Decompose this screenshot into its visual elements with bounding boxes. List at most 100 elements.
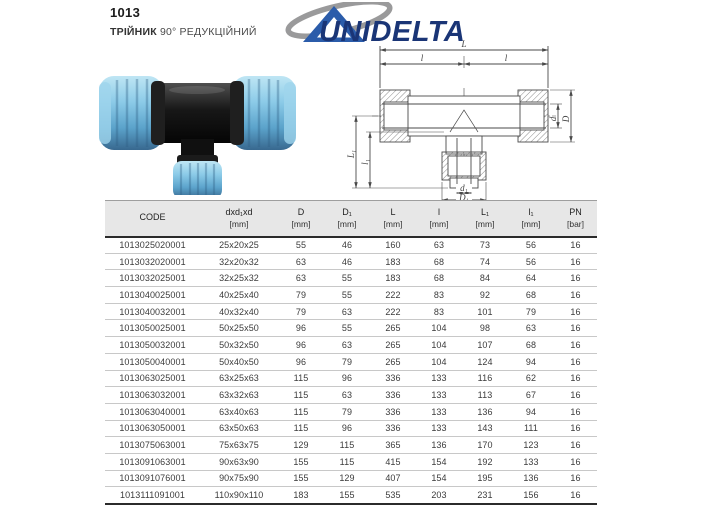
value-cell: 107 <box>462 336 508 354</box>
value-cell: 133 <box>416 386 462 404</box>
table-row: 1013063050001 63x50x63 115 96 336 133 143 111 16 <box>105 420 597 438</box>
value-cell: 16 <box>554 386 597 404</box>
value-cell: 55 <box>324 269 370 288</box>
value-cell: 111 <box>508 420 554 438</box>
value-cell: 16 <box>554 269 597 288</box>
value-cell: 336 <box>370 386 416 404</box>
value-cell: 68 <box>416 269 462 288</box>
value-cell: 68 <box>508 286 554 304</box>
value-cell: 183 <box>370 269 416 288</box>
value-cell: 136 <box>508 470 554 488</box>
table-row: 1013040025001 40x25x40 79 55 222 83 92 68 16 <box>105 286 597 304</box>
value-cell: 115 <box>278 386 324 404</box>
table-row: 1013050032001 50x32x50 96 63 265 104 107 68 16 <box>105 336 597 354</box>
value-cell: 55 <box>324 286 370 304</box>
col-label: l₁ <box>528 206 534 217</box>
table-row: 1013111091001 110x90x110 183 155 535 203 231 15… <box>105 486 597 505</box>
table-header-row: CODE dxd₁xd [mm] D [mm] D₁ [mm] <box>105 200 597 238</box>
value-cell: 16 <box>554 420 597 438</box>
col-label: PN <box>569 206 582 217</box>
table-row: 1013091063001 90x63x90 155 115 415 154 192 133 1… <box>105 453 597 471</box>
dim-label-D: D <box>561 115 571 123</box>
table-row: 1013063025001 63x25x63 115 96 336 133 116 62 16 <box>105 370 597 388</box>
table-body: 1013025020001 25x20x25 55 46 160 63 73 56 16 1013… <box>105 236 597 505</box>
code-cell: 1013050040001 <box>105 353 200 371</box>
value-cell: 64 <box>508 269 554 288</box>
value-cell: 32x25x32 <box>200 269 278 288</box>
value-cell: 63x50x63 <box>200 420 278 438</box>
value-cell: 124 <box>462 353 508 371</box>
product-name-detail: 90° РЕДУКЦІЙНИЙ <box>159 26 257 38</box>
value-cell: 92 <box>462 286 508 304</box>
value-cell: 170 <box>462 436 508 454</box>
value-cell: 63 <box>508 319 554 338</box>
code-cell: 1013032020001 <box>105 253 200 271</box>
code-cell: 1013040032001 <box>105 303 200 321</box>
dim-label-d: d <box>548 116 558 121</box>
value-cell: 415 <box>370 453 416 471</box>
value-cell: 50x40x50 <box>200 353 278 371</box>
value-cell: 143 <box>462 420 508 438</box>
value-cell: 73 <box>462 236 508 254</box>
value-cell: 63 <box>324 303 370 321</box>
col-unit: [mm] <box>521 218 541 229</box>
code-cell: 1013111091001 <box>105 486 200 505</box>
value-cell: 55 <box>278 236 324 254</box>
table-row: 1013050025001 50x25x50 96 55 265 104 98 63 16 <box>105 319 597 338</box>
value-cell: 154 <box>416 453 462 471</box>
value-cell: 16 <box>554 236 597 254</box>
col-label: dxd₁xd <box>225 206 253 217</box>
dim-label-L1: L₁ <box>346 150 356 159</box>
value-cell: 104 <box>416 336 462 354</box>
value-cell: 222 <box>370 303 416 321</box>
product-code: 1013 <box>110 5 141 20</box>
value-cell: 265 <box>370 353 416 371</box>
value-cell: 183 <box>370 253 416 271</box>
value-cell: 535 <box>370 486 416 505</box>
value-cell: 203 <box>416 486 462 505</box>
dim-label-d1: d₁ <box>460 183 468 193</box>
product-name: ТРІЙНИК <box>110 26 157 38</box>
table-row: 1013032020001 32x20x32 63 46 183 68 74 56 16 <box>105 253 597 271</box>
value-cell: 90x75x90 <box>200 470 278 488</box>
col-unit: [mm] <box>429 218 449 229</box>
col-header-l1: l₁ [mm] <box>508 200 554 238</box>
value-cell: 156 <box>508 486 554 505</box>
value-cell: 75x63x75 <box>200 436 278 454</box>
value-cell: 115 <box>324 436 370 454</box>
value-cell: 104 <box>416 319 462 338</box>
value-cell: 123 <box>508 436 554 454</box>
value-cell: 63 <box>278 269 324 288</box>
col-unit: [mm] <box>229 218 249 229</box>
col-header-L: L [mm] <box>370 200 416 238</box>
value-cell: 96 <box>278 336 324 354</box>
value-cell: 55 <box>324 319 370 338</box>
value-cell: 16 <box>554 319 597 338</box>
code-cell: 1013063025001 <box>105 370 200 388</box>
value-cell: 16 <box>554 336 597 354</box>
col-unit: [mm] <box>337 218 357 229</box>
value-cell: 50x32x50 <box>200 336 278 354</box>
value-cell: 79 <box>324 403 370 421</box>
table-row: 1013050040001 50x40x50 96 79 265 104 124 94 16 <box>105 353 597 371</box>
value-cell: 104 <box>416 353 462 371</box>
dim-label-D1: D₁ <box>458 193 469 203</box>
col-header-code: CODE <box>105 200 200 238</box>
table-row: 1013040032001 40x32x40 79 63 222 83 101 79 16 <box>105 303 597 321</box>
value-cell: 336 <box>370 420 416 438</box>
value-cell: 74 <box>462 253 508 271</box>
col-label: CODE <box>139 212 166 223</box>
value-cell: 46 <box>324 236 370 254</box>
value-cell: 115 <box>278 370 324 388</box>
table-row: 1013063032001 63x32x63 115 63 336 133 113 67 16 <box>105 386 597 404</box>
col-unit: [mm] <box>291 218 311 229</box>
value-cell: 56 <box>508 253 554 271</box>
col-label: D₁ <box>342 206 352 217</box>
table-row: 1013091076001 90x75x90 155 129 407 154 195 136 1… <box>105 470 597 488</box>
value-cell: 407 <box>370 470 416 488</box>
value-cell: 16 <box>554 436 597 454</box>
value-cell: 62 <box>508 370 554 388</box>
value-cell: 63 <box>324 336 370 354</box>
value-cell: 222 <box>370 286 416 304</box>
